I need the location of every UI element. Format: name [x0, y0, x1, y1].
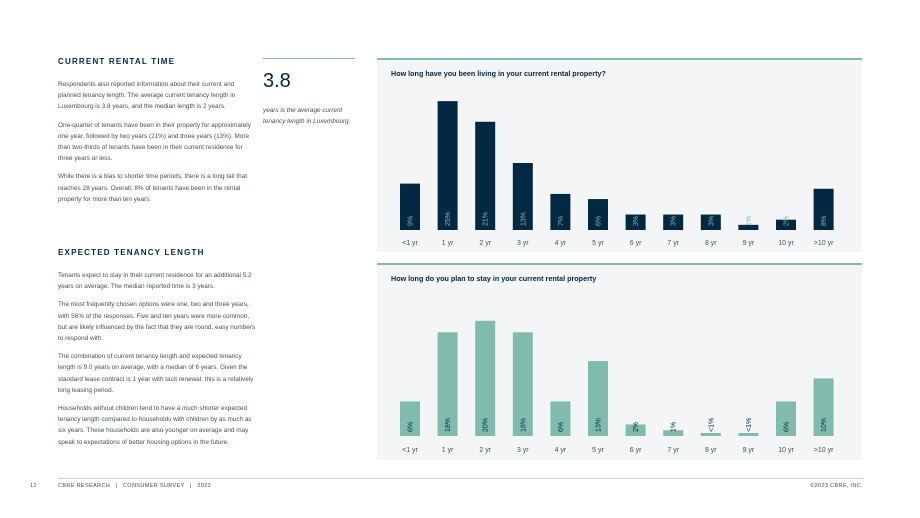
category-label-3: 3 yr	[517, 447, 529, 454]
category-label-5: 5 yr	[592, 447, 604, 454]
section-heading-current-rental-time: CURRENT RENTAL TIME	[58, 57, 176, 66]
data-label-5: 13%	[596, 418, 603, 432]
section-heading-expected-tenancy: EXPECTED TENANCY LENGTH	[58, 248, 205, 257]
bar-6	[625, 424, 646, 436]
data-label-9: <1%	[746, 418, 753, 432]
data-label-7: 3%	[671, 216, 678, 226]
data-label-1: 25%	[445, 212, 452, 226]
paragraph: The most frequently chosen options were …	[58, 301, 256, 343]
data-label-2: 20%	[483, 418, 490, 432]
bar-2	[475, 121, 496, 230]
bar-11	[813, 188, 834, 230]
data-label-7: 1%	[671, 422, 678, 432]
page-number: 12	[30, 483, 37, 489]
category-label-9: 9 yr	[743, 447, 755, 454]
category-label-1: 1 yr	[442, 240, 454, 247]
data-label-2: 21%	[483, 212, 490, 226]
bar-3	[512, 163, 533, 230]
bar-7	[663, 214, 684, 230]
stat-divider	[263, 58, 355, 59]
category-label-11: >10 yr	[814, 447, 834, 454]
bar-5	[588, 199, 608, 230]
bar-11	[813, 378, 834, 436]
paragraph: While there is a bias to shorter time pe…	[58, 173, 247, 203]
chart-plot-current-tenancy: 9% <1 yr 25% 1 yr 21% 2 yr 13% 3 yr 7% 4 yr 6% 5 yr…	[400, 101, 834, 247]
data-label-0: 6%	[408, 422, 415, 432]
category-label-5: 5 yr	[592, 240, 604, 247]
data-label-3: 18%	[520, 418, 527, 432]
chart-title: How long have you been living in your cu…	[391, 69, 606, 78]
data-label-6: 3%	[633, 216, 640, 226]
category-label-8: 8 yr	[705, 447, 717, 454]
category-label-3: 3 yr	[517, 240, 529, 247]
data-label-10: 6%	[784, 422, 791, 432]
category-label-10: 10 yr	[778, 447, 794, 454]
chart-planned-tenancy: How long do you plan to stay in your cur…	[377, 263, 862, 460]
bar-0	[400, 401, 420, 436]
category-label-9: 9 yr	[743, 240, 755, 247]
bar-4	[550, 193, 571, 230]
category-label-7: 7 yr	[667, 447, 679, 454]
bar-7	[663, 430, 684, 436]
footer-copyright: ©2023 CBRE, INC.	[810, 483, 863, 489]
category-label-6: 6 yr	[630, 240, 642, 247]
category-label-7: 7 yr	[667, 240, 679, 247]
bar-9	[738, 224, 759, 230]
data-label-11: 10%	[821, 418, 828, 432]
bar-3	[512, 332, 533, 436]
paragraph: Respondents also reported information ab…	[58, 81, 236, 111]
bar-5	[588, 361, 608, 436]
chart-plot-planned-tenancy: 6% <1 yr 18% 1 yr 20% 2 yr 18% 3 yr 6% 4 yr 13% 5 y…	[400, 320, 834, 454]
bar-4	[550, 401, 571, 436]
stat-value: 3.8	[263, 70, 291, 92]
category-label-0: <1 yr	[402, 240, 418, 247]
chart-current-tenancy: How long have you been living in your cu…	[377, 58, 862, 252]
paragraph: Tenants expect to stay in their current …	[58, 272, 252, 291]
bar-1	[437, 332, 458, 436]
bar-10	[776, 401, 796, 436]
bar-1	[437, 101, 458, 231]
data-label-3: 13%	[520, 212, 527, 226]
data-label-0: 9%	[408, 216, 415, 226]
data-label-9: 1%	[746, 216, 753, 226]
footer-publication: CBRE RESEARCH | CONSUMER SURVEY | 2023	[58, 483, 211, 489]
category-label-0: <1 yr	[402, 447, 418, 454]
bar-2	[475, 320, 496, 436]
bar-10	[776, 219, 796, 230]
category-label-6: 6 yr	[630, 447, 642, 454]
paragraph: One-quarter of tenants have been in thei…	[58, 121, 251, 163]
paragraph: Households without children tend to have…	[58, 405, 252, 446]
bar-6	[625, 214, 646, 230]
category-label-1: 1 yr	[442, 447, 454, 454]
bar-9	[738, 433, 759, 436]
data-label-1: 18%	[445, 418, 452, 432]
data-label-11: 8%	[821, 216, 828, 226]
data-label-6: 2%	[633, 422, 640, 432]
category-label-8: 8 yr	[705, 240, 717, 247]
chart-top-rule	[377, 263, 862, 265]
data-label-8: <1%	[708, 418, 715, 432]
category-label-2: 2 yr	[479, 447, 491, 454]
data-label-4: 7%	[558, 216, 565, 226]
bar-0	[400, 183, 420, 230]
footer-divider	[58, 478, 863, 479]
data-label-8: 3%	[708, 216, 715, 226]
section-body-expected-tenancy: Tenants expect to stay in their current …	[58, 270, 258, 455]
data-label-10: 2%	[784, 216, 791, 226]
paragraph: The combination of current tenancy lengt…	[58, 353, 254, 394]
chart-top-rule	[377, 58, 862, 60]
stat-caption: years is the average current tenancy len…	[263, 107, 351, 125]
bar-8	[700, 214, 721, 230]
data-label-4: 6%	[558, 422, 565, 432]
category-label-4: 4 yr	[555, 447, 567, 454]
section-body-current-rental-time: Respondents also reported information ab…	[58, 79, 258, 212]
category-label-10: 10 yr	[778, 240, 794, 247]
category-label-4: 4 yr	[555, 240, 567, 247]
bar-8	[700, 433, 721, 436]
data-label-5: 6%	[596, 216, 603, 226]
category-label-2: 2 yr	[479, 240, 491, 247]
chart-title: How long do you plan to stay in your cur…	[391, 274, 597, 283]
category-label-11: >10 yr	[814, 240, 834, 247]
